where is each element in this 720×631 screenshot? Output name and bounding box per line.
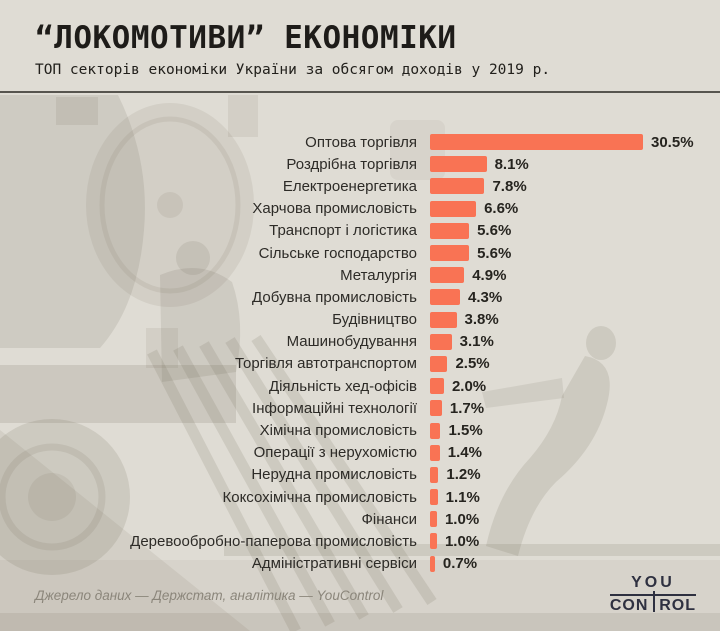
logo-t-mark: T xyxy=(648,597,659,614)
bar-value: 8.1% xyxy=(494,155,529,173)
bar xyxy=(430,378,444,395)
bar-label: Операції з нерухомістю xyxy=(253,444,417,462)
bar xyxy=(430,466,439,483)
bar-label: Оптова торгівля xyxy=(305,133,417,151)
bar-value: 1.4% xyxy=(447,444,482,462)
chart-row: Діяльність хед-офісів 2.0% xyxy=(0,375,720,397)
bar-label: Інформаційні технології xyxy=(252,399,417,417)
bar-value: 1.7% xyxy=(449,399,485,417)
bar-value: 2.0% xyxy=(451,377,487,395)
chart-row: Оптова торгівля 30.5% xyxy=(0,131,720,153)
chart-row: Операції з нерухомістю 1.4% xyxy=(0,442,720,464)
bar xyxy=(430,555,435,572)
bar xyxy=(430,134,643,151)
chart-row: Фінанси 1.0% xyxy=(0,508,720,530)
bar xyxy=(430,156,487,173)
bar xyxy=(430,222,470,239)
bar-value: 6.6% xyxy=(484,200,519,218)
bar-value: 30.5% xyxy=(651,133,694,151)
chart-row: Деревообробно-паперова промисловість 1.0… xyxy=(0,530,720,552)
bar-label: Деревообробно-паперова промисловість xyxy=(130,532,417,550)
bar-label: Роздрібна торгівля xyxy=(286,155,417,173)
bar xyxy=(430,400,442,417)
chart-row: Харчова промисловість 6.6% xyxy=(0,198,720,220)
data-source-note: Джерело даних — Держстат, аналітика — Yo… xyxy=(35,588,384,603)
chart-row: Транспорт і логістика 5.6% xyxy=(0,220,720,242)
bar-label: Металургія xyxy=(340,266,417,284)
chart-row: Адміністративні сервіси 0.7% xyxy=(0,553,720,575)
bar-label: Транспорт і логістика xyxy=(269,222,417,240)
bar-label: Адміністративні сервіси xyxy=(251,555,417,573)
logo-con: CON xyxy=(609,597,649,614)
chart-row: Нерудна промисловість 1.2% xyxy=(0,464,720,486)
bar-label: Машинобудування xyxy=(286,333,417,351)
bar-value: 1.0% xyxy=(444,532,480,550)
header-divider xyxy=(0,91,720,93)
bar-value: 1.1% xyxy=(445,488,480,506)
header: “ЛОКОМОТИВИ” ЕКОНОМІКИ ТОП секторів екон… xyxy=(0,0,720,93)
bar-label: Нерудна промисловість xyxy=(251,466,417,484)
bar-value: 4.9% xyxy=(472,266,507,284)
bar-value: 7.8% xyxy=(492,177,527,195)
bar-label: Електроенергетика xyxy=(282,177,417,195)
bar xyxy=(430,311,457,328)
bar-label: Хімічна промисловість xyxy=(259,422,417,440)
chart-row: Роздрібна торгівля 8.1% xyxy=(0,153,720,175)
page-subtitle: ТОП секторів економіки України за обсяго… xyxy=(35,62,551,78)
bar xyxy=(430,422,441,439)
chart-row: Металургія 4.9% xyxy=(0,264,720,286)
bar-label: Торгівля автотранспортом xyxy=(234,355,417,373)
chart-row: Коксохімічна промисловість 1.1% xyxy=(0,486,720,508)
chart-row: Сільське господарство 5.6% xyxy=(0,242,720,264)
logo-rol: ROL xyxy=(659,597,696,614)
bar-value: 1.0% xyxy=(444,510,480,528)
bar-value: 5.6% xyxy=(477,244,512,262)
chart-row: Будівництво 3.8% xyxy=(0,309,720,331)
bar xyxy=(430,511,437,528)
bar xyxy=(430,533,437,550)
bar xyxy=(430,200,477,217)
bar xyxy=(430,489,438,506)
chart-row: Електроенергетика 7.8% xyxy=(0,175,720,197)
bar-chart: Оптова торгівля 30.5% Роздрібна торгівля… xyxy=(0,131,720,575)
bar xyxy=(430,289,461,306)
bar xyxy=(430,444,440,461)
bar-value: 4.3% xyxy=(468,288,503,306)
bar-label: Коксохімічна промисловість xyxy=(222,488,418,506)
bar-label: Будівництво xyxy=(332,311,417,329)
bar-value: 3.8% xyxy=(464,311,499,329)
chart-row: Машинобудування 3.1% xyxy=(0,331,720,353)
chart-row: Інформаційні технології 1.7% xyxy=(0,397,720,419)
youcontrol-logo: YOU CONTROL xyxy=(609,574,696,615)
bar-label: Фінанси xyxy=(361,510,417,528)
chart-row: Добувна промисловість 4.3% xyxy=(0,286,720,308)
bar-value: 1.2% xyxy=(446,466,481,484)
bar xyxy=(430,355,448,372)
bar-label: Харчова промисловість xyxy=(252,200,417,218)
bar xyxy=(430,267,465,284)
bar xyxy=(430,178,485,195)
chart-row: Хімічна промисловість 1.5% xyxy=(0,419,720,441)
bar-value: 2.5% xyxy=(455,355,490,373)
page-title: “ЛОКОМОТИВИ” ЕКОНОМІКИ xyxy=(35,20,457,56)
bar-value: 3.1% xyxy=(459,333,494,351)
bar-label: Добувна промисловість xyxy=(252,288,417,306)
chart-row: Торгівля автотранспортом 2.5% xyxy=(0,353,720,375)
bar-value: 5.6% xyxy=(477,222,512,240)
bar-label: Сільське господарство xyxy=(258,244,417,262)
bar-value: 1.5% xyxy=(448,422,483,440)
bar-value: 0.7% xyxy=(442,555,478,573)
bar xyxy=(430,245,470,262)
logo-control-text: CONTROL xyxy=(610,597,696,615)
bar-label: Діяльність хед-офісів xyxy=(268,377,417,395)
bar xyxy=(430,333,452,350)
